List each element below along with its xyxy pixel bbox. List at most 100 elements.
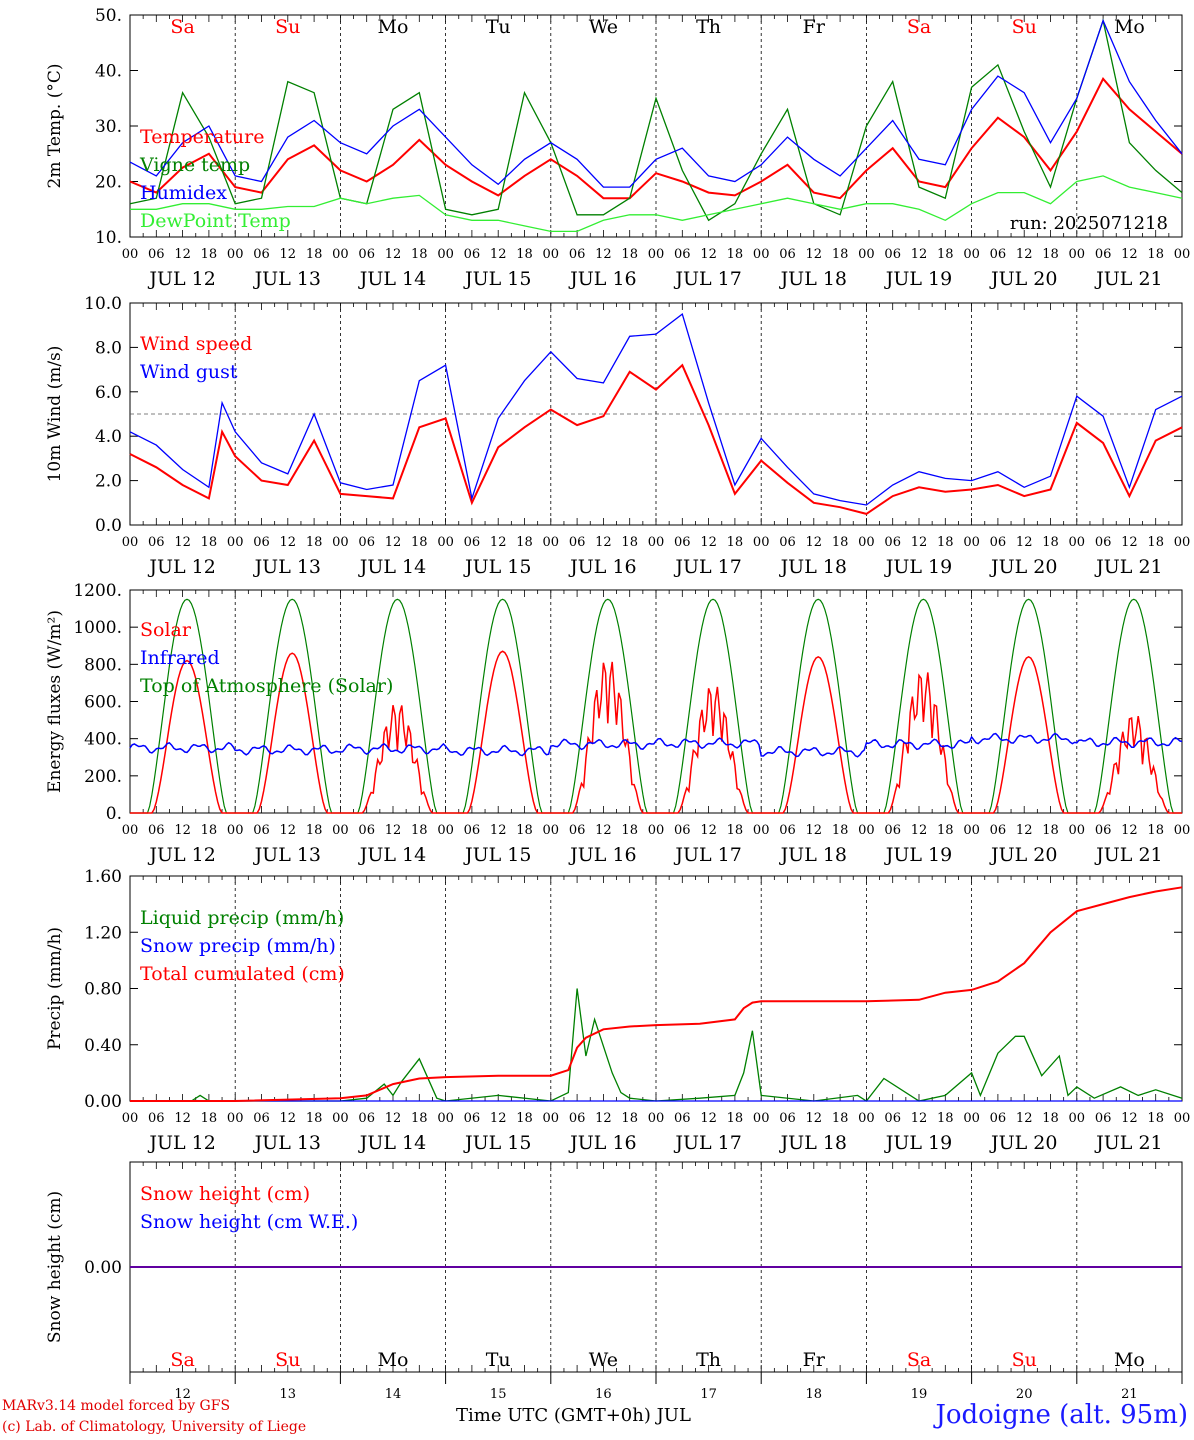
x-tick-label: 18 [201, 1111, 218, 1126]
x-tick-label: 18 [306, 1111, 323, 1126]
series-line-vigne-temp [129, 18, 1183, 222]
x-tick-label: 06 [674, 823, 691, 838]
x-tick-label: 18 [1042, 823, 1059, 838]
x-tick-label: 18 [201, 535, 218, 550]
day-label: JUL 20 [989, 1132, 1057, 1154]
x-tick-label: 18 [727, 247, 744, 262]
weekday-label: Tu [486, 16, 511, 38]
day-number: 12 [174, 1387, 191, 1402]
x-tick-label: 00 [753, 823, 770, 838]
y-tick-label: 400. [84, 730, 122, 750]
y-tick-label: 50. [95, 6, 122, 26]
x-tick-label: 12 [700, 247, 717, 262]
day-label: JUL 16 [568, 844, 636, 866]
x-tick-label: 06 [1095, 535, 1112, 550]
x-tick-label: 06 [148, 823, 165, 838]
x-tick-label: 00 [648, 535, 665, 550]
y-tick-label: 1000. [73, 618, 122, 638]
x-tick-label: 18 [411, 823, 428, 838]
x-tick-label: 18 [1042, 247, 1059, 262]
panel-3: 0. 200. 400. 600. 800. 1000. 1200. Energy fluxe… [45, 581, 1190, 866]
series-line-infrared [129, 732, 1183, 758]
x-tick-label: 12 [1016, 1111, 1033, 1126]
x-tick-label: 00 [753, 1111, 770, 1126]
y-tick-label: 800. [84, 655, 122, 675]
weekday-label: Su [275, 1349, 300, 1371]
x-tick-label: 06 [253, 1111, 270, 1126]
x-tick-label: 12 [490, 247, 507, 262]
x-tick-label: 00 [332, 1111, 349, 1126]
x-tick-label: 12 [911, 1111, 928, 1126]
x-tick-label: 00 [332, 247, 349, 262]
x-tick-label: 00 [543, 247, 560, 262]
y-axis-label: Precip (mm/h) [45, 927, 65, 1050]
x-tick-label: 18 [727, 823, 744, 838]
day-label: JUL 19 [884, 556, 952, 578]
series-group [130, 886, 1183, 1102]
x-tick-label: 12 [700, 1111, 717, 1126]
y-tick-label: 0.80 [84, 980, 122, 1000]
x-tick-label: 06 [253, 535, 270, 550]
x-tick-label: 00 [648, 823, 665, 838]
x-tick-label: 18 [621, 1111, 638, 1126]
x-tick-label: 12 [1016, 535, 1033, 550]
legend-entry: Vigne temp [139, 154, 250, 176]
x-tick-label: 18 [621, 823, 638, 838]
x-tick-label: 00 [963, 1111, 980, 1126]
x-tick-label: 06 [464, 247, 481, 262]
x-tick-label: 18 [1147, 535, 1164, 550]
day-label: JUL 15 [463, 556, 531, 578]
day-label: JUL 14 [358, 268, 426, 290]
legend-entry: Wind gust [140, 361, 238, 383]
x-tick-label: 18 [1147, 1111, 1164, 1126]
x-tick-label: 12 [1121, 1111, 1138, 1126]
x-tick-label: 00 [1174, 823, 1191, 838]
x-tick-label: 06 [569, 1111, 586, 1126]
credit-line-2: (c) Lab. of Climatology, University of L… [2, 1419, 307, 1435]
x-tick-label: 18 [1147, 247, 1164, 262]
x-tick-label: 06 [464, 823, 481, 838]
x-tick-label: 06 [569, 823, 586, 838]
series-group [129, 18, 1183, 233]
y-axis-label: 10m Wind (m/s) [45, 346, 65, 483]
weekday-label: We [589, 16, 618, 38]
x-tick-label: 12 [490, 535, 507, 550]
legend-entry: Liquid precip (mm/h) [140, 907, 344, 929]
x-tick-label: 06 [674, 247, 691, 262]
station-name: Jodoigne (alt. 95m) [935, 1400, 1188, 1430]
x-tick-label: 12 [1016, 823, 1033, 838]
day-label: JUL 20 [989, 268, 1057, 290]
x-tick-label: 00 [122, 535, 139, 550]
series-group [129, 598, 1183, 814]
y-tick-label: 4.0 [95, 427, 122, 447]
day-label: JUL 12 [147, 556, 215, 578]
legend-entry: Snow height (cm W.E.) [140, 1211, 358, 1233]
x-tick-label: 00 [1174, 535, 1191, 550]
x-tick-label: 00 [437, 535, 454, 550]
x-tick-label: 00 [437, 247, 454, 262]
y-tick-label: 200. [84, 767, 122, 787]
x-tick-label: 18 [621, 247, 638, 262]
x-tick-label: 00 [648, 247, 665, 262]
y-tick-label: 1200. [73, 581, 122, 601]
day-number: 19 [911, 1387, 928, 1402]
x-tick-label: 00 [858, 535, 875, 550]
x-tick-label: 00 [858, 823, 875, 838]
day-label: JUL 18 [779, 1132, 847, 1154]
x-tick-label: 06 [569, 535, 586, 550]
weekday-label: Tu [486, 1349, 511, 1371]
y-tick-label: 0.0 [95, 516, 122, 536]
x-tick-label: 18 [937, 535, 954, 550]
y-tick-label: 0.00 [84, 1258, 122, 1278]
day-label: JUL 19 [884, 844, 952, 866]
day-label: JUL 17 [673, 556, 741, 578]
panel-2: 0.0 2.0 4.0 6.0 8.0 10.0 10m Wind (m/s) 00 06 12 1… [45, 294, 1190, 578]
day-label: JUL 21 [1094, 1132, 1162, 1154]
series-line-wind-gust [129, 313, 1183, 506]
x-tick-label: 12 [911, 535, 928, 550]
y-tick-label: 1.20 [84, 923, 122, 943]
x-tick-label: 12 [1121, 823, 1138, 838]
x-tick-label: 12 [595, 247, 612, 262]
weekday-label: Mo [378, 16, 409, 38]
x-tick-label: 06 [253, 247, 270, 262]
